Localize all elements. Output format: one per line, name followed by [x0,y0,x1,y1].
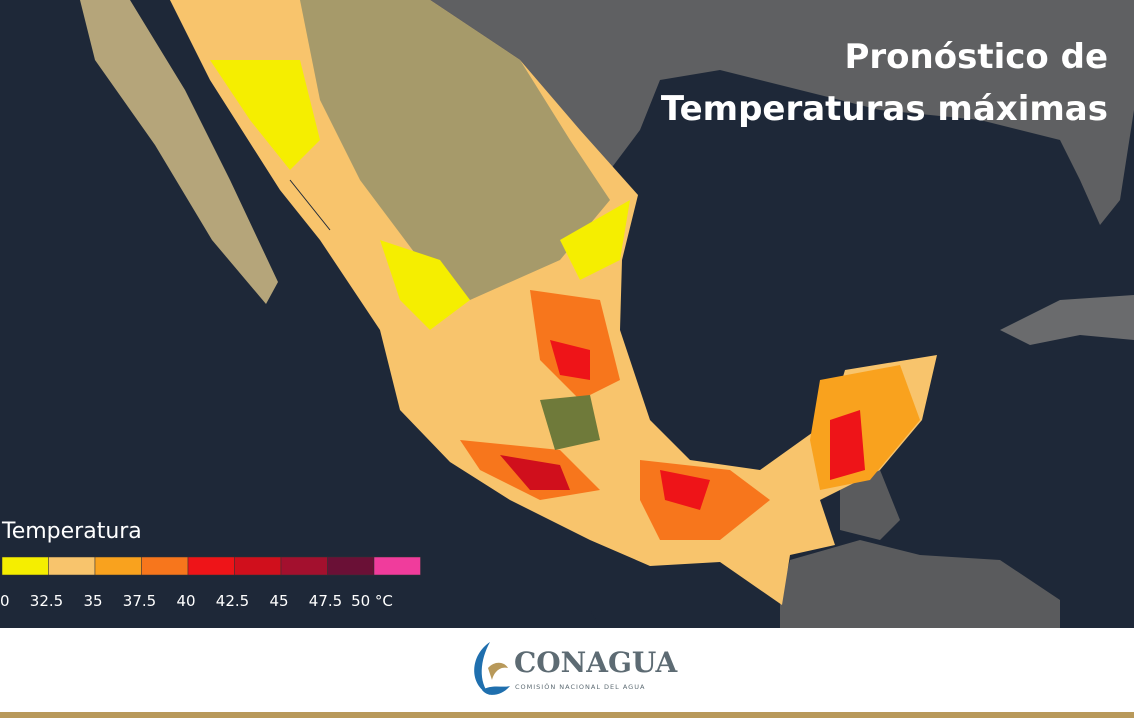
baja-california [80,0,278,304]
legend-swatch [280,556,328,576]
legend-label: 50 °C [351,592,393,610]
legend-label: 35 [83,592,102,610]
brand-subtitle: COMISIÓN NACIONAL DEL AGUA [515,682,645,691]
legend-swatch [327,556,375,576]
legend-label: 47.5 [309,592,342,610]
region-yellow [380,240,470,330]
legend-label: 0 [0,592,10,610]
region-very-hot [550,340,590,380]
legend-swatch [373,556,421,576]
legend-label: 37.5 [123,592,156,610]
region-yellow [560,200,630,280]
land-central-america [780,540,1060,628]
legend-label: 32.5 [30,592,63,610]
legend-swatch [141,556,189,576]
region-very-hot [830,410,865,480]
land-north [380,0,1134,225]
legend-label: 45 [269,592,288,610]
brand: CONAGUA [514,646,678,679]
region-cool [540,395,600,450]
legend-swatch [94,556,142,576]
legend: 0 32.5 35 37.5 40 42.5 45 47.5 50 °C [0,556,421,610]
region-highland [300,0,610,300]
footer [0,628,1134,712]
region-very-hot [660,470,710,510]
coast [289,179,601,629]
land-cuba [1000,295,1134,345]
legend-swatch [234,556,282,576]
legend-label: 42.5 [216,592,249,610]
legend-title: Temperatura [1,519,142,544]
legend-label: 40 [176,592,195,610]
legend-swatch [187,556,235,576]
footer-strip [0,712,1134,718]
region-very-hot [500,455,570,490]
region-hot [530,290,620,400]
title: Pronóstico de [845,37,1109,77]
legend-swatch [48,556,96,576]
logo-icon [474,642,510,695]
region-yellow [210,60,320,170]
title: Temperaturas máximas [661,89,1108,129]
legend-swatch [1,556,49,576]
